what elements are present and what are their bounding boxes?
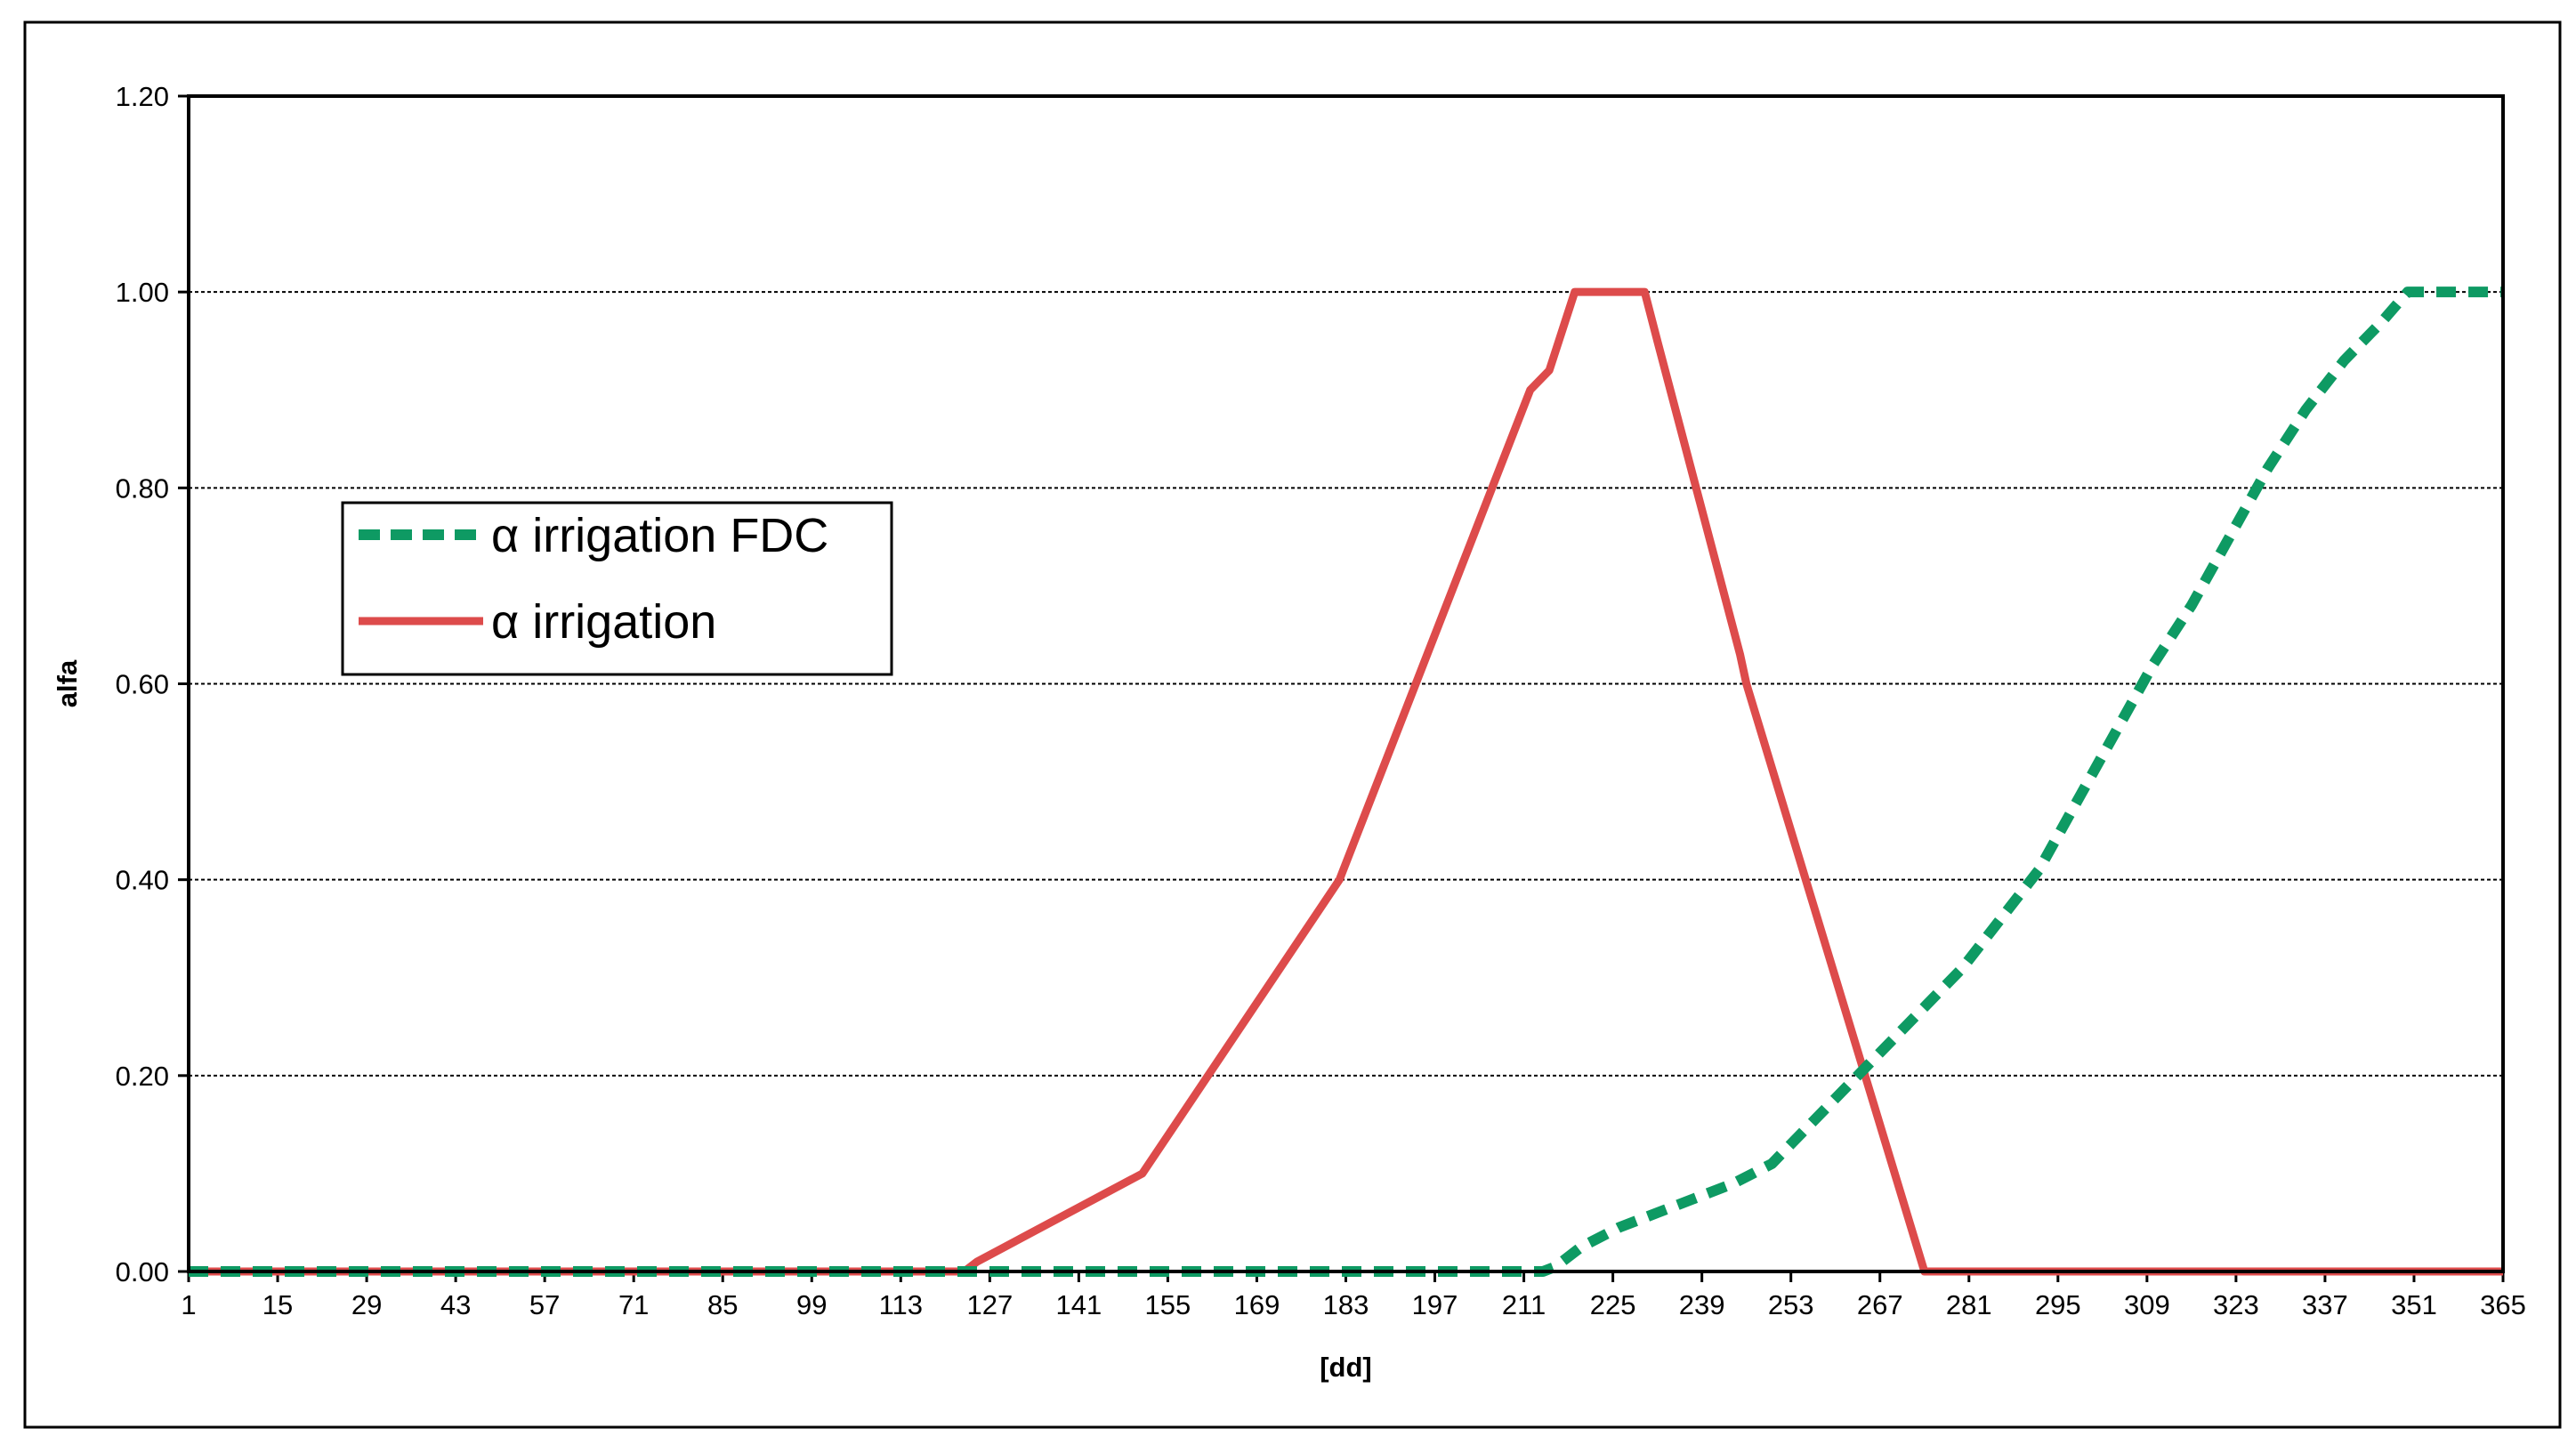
y-tick-label: 0.60 — [116, 669, 169, 700]
x-tick-label: 197 — [1412, 1289, 1458, 1320]
series-line-irrigation — [189, 287, 2503, 1276]
y-tick-label: 1.00 — [116, 277, 169, 308]
x-tick-label: 267 — [1857, 1289, 1903, 1320]
x-axis-ticks: 1 15 29 43 57 71 85 99 113 127 141 155 169 183 197 211 2… — [181, 1271, 2526, 1320]
x-tick-label: 351 — [2391, 1289, 2437, 1320]
x-tick-label: 1 — [181, 1289, 196, 1320]
y-tick-label: 0.00 — [116, 1256, 169, 1288]
chart-frame — [23, 20, 2562, 1429]
x-tick-label: 239 — [1679, 1289, 1725, 1320]
x-tick-label: 295 — [2035, 1289, 2081, 1320]
legend-label: α irrigation FDC — [491, 509, 828, 562]
y-tick-label: 1.20 — [116, 81, 169, 112]
x-tick-label: 309 — [2124, 1289, 2170, 1320]
x-tick-label: 127 — [966, 1289, 1013, 1320]
x-tick-label: 183 — [1323, 1289, 1369, 1320]
x-tick-label: 323 — [2213, 1289, 2259, 1320]
x-tick-label: 337 — [2302, 1289, 2348, 1320]
series-group — [189, 287, 2503, 1277]
legend-label: α irrigation — [491, 595, 716, 649]
y-tick-label: 0.80 — [116, 472, 169, 504]
x-tick-label: 85 — [707, 1289, 738, 1320]
y-tick-label: 0.40 — [116, 865, 169, 896]
y-tick-label: 0.20 — [116, 1061, 169, 1092]
x-tick-label: 43 — [440, 1289, 471, 1320]
y-axis-title: alfa — [52, 659, 83, 707]
x-tick-label: 141 — [1056, 1289, 1102, 1320]
legend: α irrigation FDC α irrigation — [341, 501, 893, 676]
x-tick-label: 155 — [1145, 1289, 1191, 1320]
x-tick-label: 253 — [1768, 1289, 1814, 1320]
x-tick-label: 211 — [1502, 1289, 1546, 1320]
x-tick-label: 365 — [2480, 1289, 2526, 1320]
x-axis-title: [dd] — [1320, 1352, 1372, 1383]
x-tick-label: 15 — [262, 1289, 293, 1320]
series-line-fdc — [189, 287, 2503, 1277]
y-axis-ticks: 0.00 0.20 0.40 0.60 0.80 1.00 1.20 — [116, 81, 189, 1288]
x-tick-label: 113 — [879, 1289, 923, 1320]
x-tick-label: 57 — [529, 1289, 560, 1320]
x-tick-label: 29 — [351, 1289, 382, 1320]
plot-area-border — [187, 94, 2505, 1273]
x-tick-label: 225 — [1590, 1289, 1636, 1320]
x-tick-label: 281 — [1946, 1289, 1992, 1320]
x-tick-label: 71 — [618, 1289, 649, 1320]
x-tick-label: 99 — [796, 1289, 827, 1320]
x-tick-label: 169 — [1234, 1289, 1280, 1320]
